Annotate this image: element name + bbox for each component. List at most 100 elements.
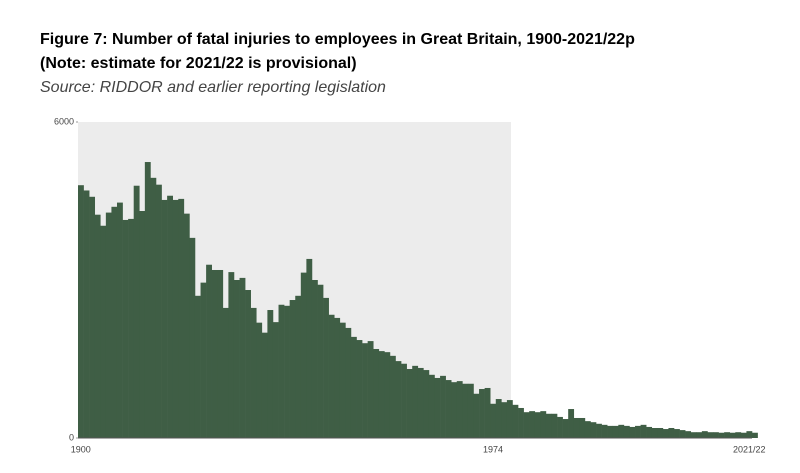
bar xyxy=(679,430,686,438)
bar xyxy=(612,425,619,438)
bar xyxy=(718,432,725,438)
bar xyxy=(579,417,586,438)
bar xyxy=(334,317,341,438)
bar xyxy=(183,213,190,438)
x-tick-label: 2021/22 xyxy=(733,444,766,454)
bar xyxy=(640,424,647,438)
x-tick-label: 1900 xyxy=(71,444,91,454)
bar xyxy=(729,432,736,438)
bar xyxy=(623,425,630,438)
bar xyxy=(189,237,196,438)
bar xyxy=(568,409,575,438)
bar xyxy=(200,282,207,438)
bar xyxy=(545,413,552,438)
bar xyxy=(245,290,251,438)
bar xyxy=(674,429,680,438)
bar xyxy=(523,412,530,438)
bar xyxy=(362,343,368,438)
bar xyxy=(150,177,157,438)
bar xyxy=(506,400,513,438)
y-tick-label: 6000 xyxy=(54,116,74,126)
bar xyxy=(657,427,664,438)
bar xyxy=(311,280,318,438)
chart-note: (Note: estimate for 2021/22 is provision… xyxy=(40,55,357,72)
bar xyxy=(345,327,352,438)
bar xyxy=(306,258,313,438)
bar xyxy=(256,322,263,438)
bar xyxy=(144,162,151,438)
chart-subtitle: Source: RIDDOR and earlier reporting leg… xyxy=(40,79,386,96)
bar xyxy=(635,425,641,438)
bar xyxy=(501,402,508,438)
bar xyxy=(651,427,658,438)
bar xyxy=(261,332,268,438)
bar xyxy=(111,206,118,438)
bar xyxy=(194,295,201,438)
bar xyxy=(451,382,458,438)
bar xyxy=(105,212,112,438)
bar xyxy=(278,304,285,438)
bar xyxy=(696,432,703,438)
bar xyxy=(646,426,653,438)
bar xyxy=(584,421,591,438)
chart-title: Figure 7: Number of fatal injuries to em… xyxy=(40,31,635,48)
bar xyxy=(161,199,168,438)
bar xyxy=(662,429,669,438)
bar xyxy=(228,272,235,438)
bar xyxy=(473,393,480,438)
bar xyxy=(540,411,547,438)
bar xyxy=(94,214,101,438)
bar xyxy=(300,272,307,438)
bar xyxy=(89,196,96,438)
bar xyxy=(467,383,474,438)
bar xyxy=(373,348,380,438)
bar xyxy=(551,413,558,438)
bar xyxy=(412,365,419,438)
bar xyxy=(133,185,140,438)
bar xyxy=(211,269,218,438)
bar xyxy=(607,425,614,438)
bar xyxy=(100,225,107,438)
bar xyxy=(428,374,435,438)
bar xyxy=(445,380,452,438)
bar xyxy=(284,305,290,438)
y-tick-label: 0 xyxy=(69,432,74,442)
bar xyxy=(417,367,424,438)
bar xyxy=(178,198,185,438)
bar xyxy=(78,185,84,438)
bar xyxy=(484,387,491,438)
bar xyxy=(529,411,536,438)
bar xyxy=(629,426,636,438)
bar xyxy=(155,184,162,438)
bar xyxy=(206,264,212,438)
bar xyxy=(339,322,346,438)
bar xyxy=(573,417,580,438)
bar xyxy=(267,310,274,438)
bar xyxy=(323,297,329,438)
x-tick-label: 1974 xyxy=(483,444,503,454)
bar xyxy=(289,300,296,438)
bar xyxy=(495,399,502,438)
bar xyxy=(740,432,747,438)
bar xyxy=(272,322,279,438)
bar xyxy=(83,190,90,438)
bar xyxy=(618,424,625,438)
bar xyxy=(389,355,396,438)
bar xyxy=(317,284,324,438)
bar xyxy=(601,424,608,438)
bar xyxy=(222,307,229,438)
bar xyxy=(122,219,129,438)
bar xyxy=(250,307,257,438)
bar xyxy=(167,195,173,438)
bar xyxy=(423,370,430,438)
bar xyxy=(701,431,708,438)
bar xyxy=(328,314,335,438)
bar xyxy=(690,432,697,438)
bar xyxy=(350,336,357,438)
bar xyxy=(479,389,485,438)
bar xyxy=(128,218,135,438)
bar xyxy=(707,432,714,438)
bar xyxy=(434,377,441,438)
bar xyxy=(713,432,719,438)
bar xyxy=(590,422,597,438)
